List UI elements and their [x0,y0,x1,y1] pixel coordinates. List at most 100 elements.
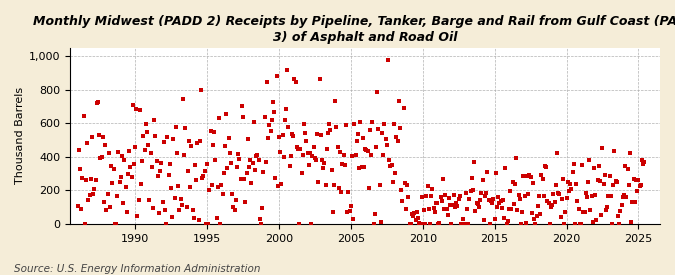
Point [336,190,347,194]
Point [460,191,471,196]
Point [344,209,355,213]
Point [192,141,202,145]
Point [610,178,621,183]
Point [608,183,619,187]
Point [502,222,512,226]
Point [258,170,269,174]
Point [565,182,576,186]
Point [626,219,637,224]
Point [428,206,439,210]
Point [542,199,553,203]
Point [343,190,354,194]
Point [389,122,400,126]
Point [179,153,190,157]
Point [628,177,639,181]
Point [124,149,134,153]
Point [535,212,545,216]
Point [587,193,597,198]
Point [526,211,537,215]
Text: Source: U.S. Energy Information Administration: Source: U.S. Energy Information Administ… [14,264,260,274]
Point [245,158,256,162]
Point [304,151,315,155]
Point [332,144,343,149]
Point [244,165,254,169]
Point [364,127,375,132]
Point [441,207,452,211]
Point [456,222,466,226]
Point [318,166,329,170]
Point [551,151,562,156]
Point [593,164,604,168]
Point [556,197,567,201]
Point [592,178,603,183]
Point [253,158,264,162]
Point [567,170,578,174]
Point [200,222,211,226]
Point [443,196,454,200]
Point [242,136,253,141]
Point [536,173,547,178]
Point [225,160,236,165]
Point [465,189,476,193]
Point [232,165,242,169]
Point [338,152,349,157]
Point [619,193,630,197]
Point [315,77,325,81]
Point [72,204,83,208]
Point [327,210,338,214]
Point [74,148,84,152]
Point [463,222,474,226]
Point [107,181,117,185]
Point [211,216,222,221]
Point [207,182,217,187]
Point [120,185,131,189]
Point [561,196,572,200]
Point [286,154,296,159]
Point [472,202,483,206]
Point [346,153,357,158]
Point [173,184,184,189]
Point [341,123,352,127]
Point [450,205,460,209]
Point [464,197,475,202]
Point [587,219,598,224]
Point [375,220,386,225]
Point [89,186,100,191]
Point [272,184,283,188]
Point [589,166,599,170]
Point [408,214,418,218]
Point [160,208,171,212]
Point [155,169,165,173]
Point [378,153,389,157]
Point [384,158,395,163]
Point [333,186,344,190]
Point [330,98,341,103]
Point [205,129,216,133]
Point [80,222,90,226]
Point [197,175,208,180]
Point [531,214,542,219]
Point [502,219,513,223]
Point [106,164,117,168]
Point [137,159,148,164]
Point [331,125,342,129]
Point [283,125,294,129]
Point [435,195,446,199]
Point [574,222,585,226]
Point [423,207,434,211]
Point [385,164,396,168]
Point [418,208,429,212]
Point [590,193,601,197]
Point [368,222,379,226]
Point [499,216,510,220]
Point [252,153,263,157]
Point [392,139,403,144]
Point [282,68,293,72]
Point [300,130,310,135]
Point [454,194,465,198]
Point [138,134,149,139]
Point [186,144,197,148]
Point [591,218,602,222]
Point [350,153,361,157]
Point [221,112,232,116]
